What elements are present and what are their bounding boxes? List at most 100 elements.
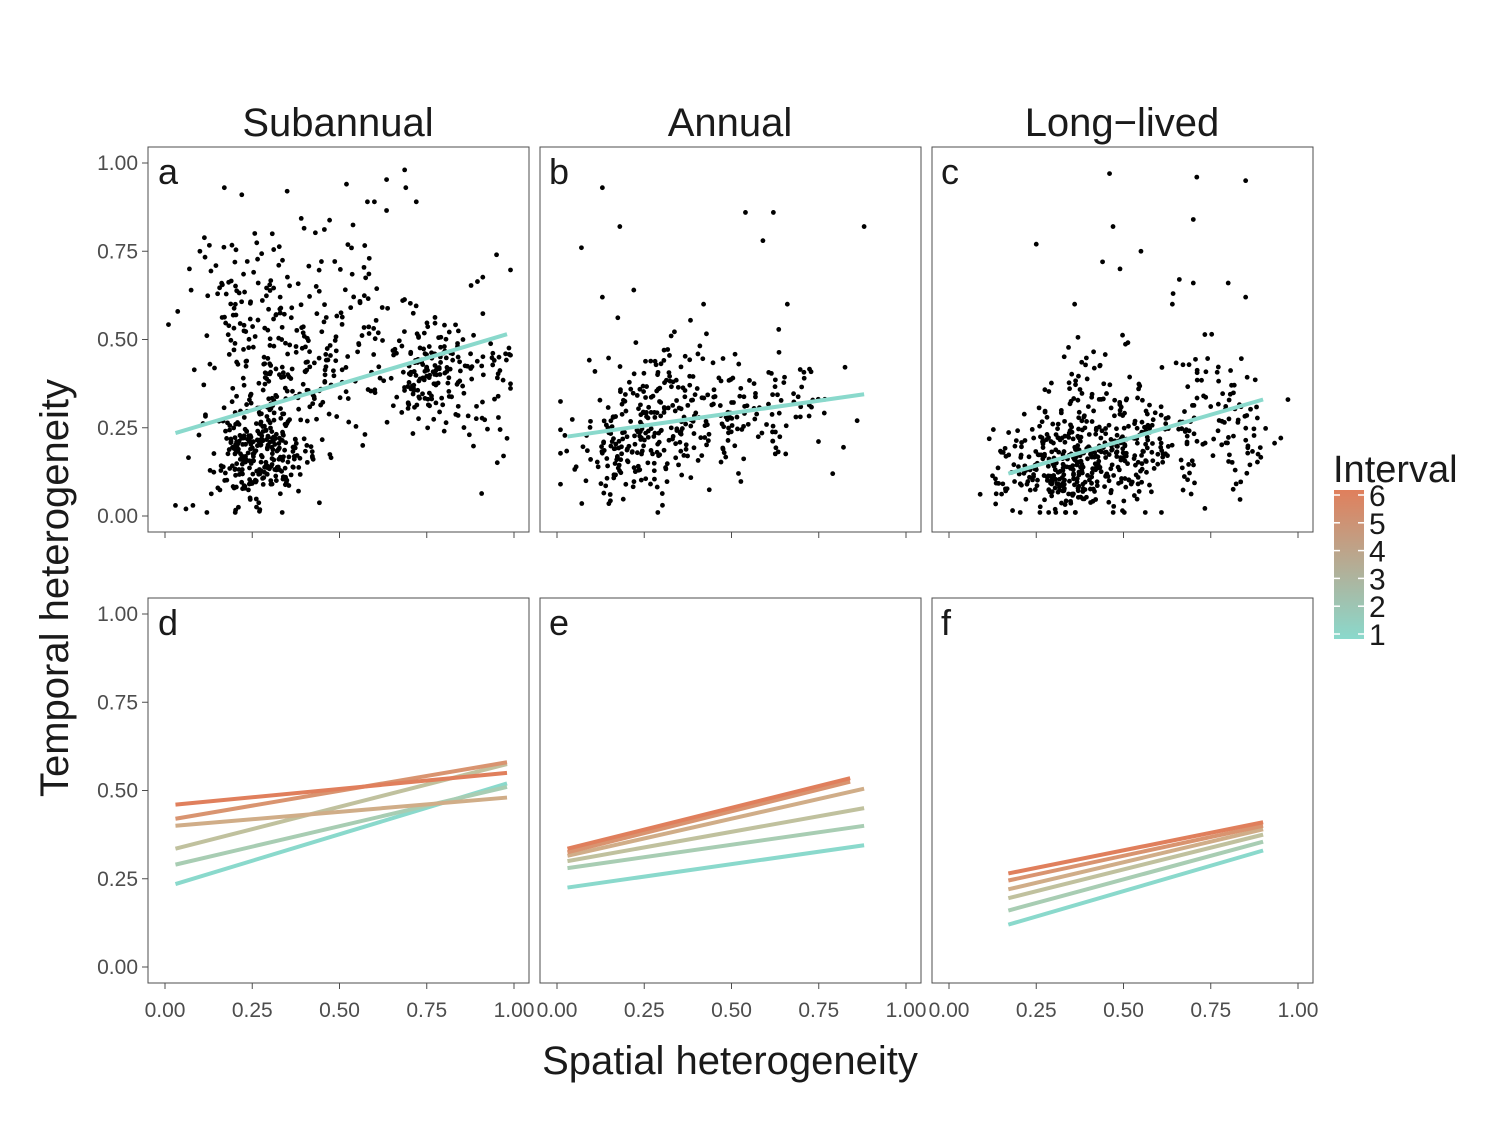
data-point (1060, 480, 1066, 486)
data-point (995, 465, 1001, 471)
data-point (660, 502, 665, 508)
data-point (321, 319, 327, 325)
data-point (257, 439, 263, 445)
data-point (261, 475, 267, 481)
data-point (1089, 470, 1095, 476)
data-point (558, 399, 563, 404)
data-point (255, 317, 261, 323)
data-point (1094, 483, 1100, 489)
data-point (1091, 349, 1096, 355)
data-point (729, 423, 735, 428)
data-point (558, 427, 563, 433)
data-point (1135, 474, 1141, 480)
data-point (1257, 445, 1263, 450)
data-point (426, 375, 432, 381)
data-point (264, 465, 270, 470)
data-point (405, 384, 411, 389)
panel-c (931, 146, 1314, 538)
data-point (279, 324, 285, 330)
data-point (233, 449, 239, 455)
data-point (1056, 449, 1062, 455)
data-point (207, 468, 213, 473)
data-point (466, 432, 472, 438)
fit-line-interval-5 (566, 779, 851, 855)
data-point (691, 431, 697, 436)
data-point (427, 403, 432, 409)
data-point (637, 429, 643, 435)
data-point (250, 344, 256, 350)
data-point (558, 450, 563, 456)
data-point (280, 474, 286, 480)
data-point (490, 362, 496, 368)
data-point (1165, 444, 1171, 449)
data-point (1069, 371, 1075, 377)
data-point (599, 294, 605, 300)
data-point (598, 481, 604, 487)
data-point (372, 336, 378, 342)
data-point (588, 418, 593, 424)
data-point (1127, 374, 1133, 380)
x-tick-label: 0.00 (145, 999, 186, 1022)
data-point (237, 321, 243, 326)
data-point (345, 354, 351, 359)
fit-line-interval-4 (1007, 827, 1264, 892)
data-point (360, 443, 366, 448)
data-point (348, 305, 354, 311)
data-point (442, 322, 447, 328)
data-point (791, 391, 796, 397)
data-point (1216, 418, 1222, 423)
data-point (622, 392, 628, 397)
data-point (241, 346, 246, 352)
data-point (251, 269, 257, 275)
data-point (772, 384, 778, 390)
data-point (562, 433, 568, 438)
data-point (284, 188, 290, 194)
data-point (1071, 471, 1076, 477)
data-point (202, 254, 208, 260)
data-point (242, 426, 248, 432)
data-point (218, 468, 224, 473)
data-point (673, 441, 679, 447)
data-point (842, 364, 848, 370)
data-point (363, 275, 369, 281)
data-point (625, 459, 631, 465)
data-point (279, 364, 285, 370)
data-point (503, 351, 508, 357)
data-point (738, 385, 744, 391)
fit-line-interval-6 (175, 770, 508, 807)
data-point (1126, 477, 1132, 483)
data-point (262, 325, 268, 331)
data-point (223, 291, 229, 297)
data-point (1006, 452, 1012, 458)
data-point (652, 358, 658, 364)
data-point (1049, 489, 1055, 495)
data-point (1066, 345, 1071, 350)
data-point (622, 398, 628, 404)
data-point (770, 210, 776, 215)
data-point (332, 259, 338, 264)
data-point (1027, 474, 1032, 480)
data-point (1053, 510, 1059, 515)
data-point (1120, 450, 1126, 456)
data-point (1071, 476, 1076, 482)
data-point (229, 399, 235, 405)
data-point (776, 327, 782, 332)
data-point (1242, 413, 1248, 419)
data-point (225, 451, 231, 457)
data-point (248, 461, 254, 466)
data-point (268, 363, 274, 368)
data-point (291, 454, 297, 459)
data-point (1093, 497, 1099, 502)
data-point (1073, 378, 1079, 384)
data-point (273, 366, 279, 372)
data-point (474, 358, 480, 364)
data-point (248, 479, 254, 485)
data-point (188, 287, 194, 293)
data-point (226, 279, 232, 285)
data-point (793, 414, 799, 420)
data-point (322, 367, 328, 373)
data-point (219, 315, 225, 320)
data-point (1049, 493, 1055, 499)
data-point (776, 410, 782, 416)
data-point (255, 256, 260, 262)
